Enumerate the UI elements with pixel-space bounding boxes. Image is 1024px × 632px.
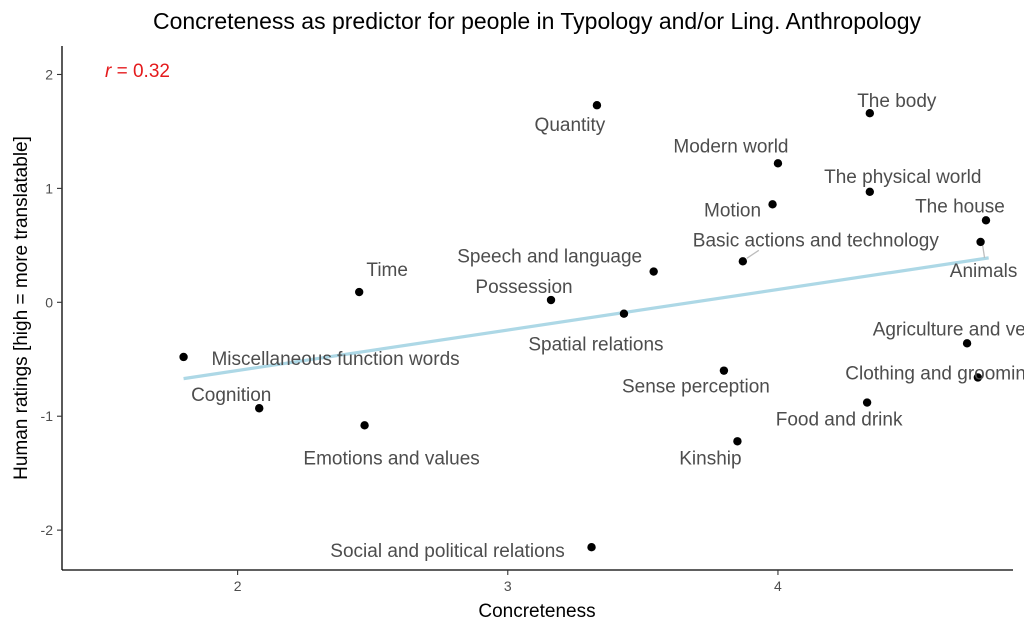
data-point-the-house bbox=[981, 216, 991, 225]
point-label-speech-and-language: Speech and language bbox=[457, 247, 642, 268]
point-label-sense-perception: Sense perception bbox=[622, 377, 770, 398]
point-label-basic-actions-and-technology: Basic actions and technology bbox=[693, 230, 940, 251]
chart-title: Concreteness as predictor for people in … bbox=[153, 8, 922, 34]
point-label-quantity: Quantity bbox=[535, 115, 606, 136]
point-label-spatial-relations: Spatial relations bbox=[528, 335, 663, 356]
y-tick-label: 1 bbox=[45, 180, 53, 196]
point-label-emotions-and-values: Emotions and values bbox=[303, 448, 479, 469]
point-label-possession: Possession bbox=[475, 277, 572, 298]
y-tick-label: 2 bbox=[45, 66, 53, 82]
data-point-emotions-and-values bbox=[360, 421, 369, 430]
data-point-possession bbox=[546, 295, 556, 305]
data-point-basic-actions-and-technology bbox=[738, 257, 748, 266]
data-point-social-and-political-relations bbox=[587, 543, 596, 552]
point-label-animals: Animals bbox=[950, 261, 1018, 282]
y-tick-label: -1 bbox=[41, 408, 54, 424]
data-point-the-body bbox=[865, 109, 875, 118]
data-point-cognition bbox=[255, 404, 264, 413]
data-point-clothing-and-grooming bbox=[973, 373, 983, 382]
correlation-annotation: r = 0.32 bbox=[105, 61, 170, 82]
y-tick-label: 0 bbox=[45, 294, 53, 310]
data-point-the-physical-world bbox=[865, 187, 875, 197]
data-point-modern-world bbox=[773, 159, 783, 168]
data-point-agriculture-and-vegetation bbox=[962, 339, 972, 348]
data-point-food-and-drink bbox=[862, 398, 872, 407]
x-tick-label: 2 bbox=[234, 578, 242, 594]
point-label-clothing-and-grooming: Clothing and grooming bbox=[845, 363, 1024, 384]
point-label-cognition: Cognition bbox=[191, 385, 271, 406]
data-point-quantity bbox=[592, 101, 602, 110]
data-point-animals bbox=[976, 237, 985, 247]
data-point-sense-perception bbox=[719, 366, 729, 375]
point-label-time: Time bbox=[366, 260, 408, 281]
x-tick-label: 3 bbox=[504, 578, 512, 594]
point-label-social-and-political-relations: Social and political relations bbox=[330, 541, 564, 562]
point-label-food-and-drink: Food and drink bbox=[776, 410, 903, 431]
point-label-the-body: The body bbox=[857, 91, 937, 112]
data-point-time bbox=[354, 287, 364, 297]
label-leader-line bbox=[746, 249, 760, 259]
label-leader-line bbox=[981, 244, 986, 259]
data-point-motion bbox=[768, 200, 777, 209]
r-symbol: r bbox=[105, 61, 112, 82]
y-tick-label: -2 bbox=[41, 522, 54, 538]
point-label-motion: Motion bbox=[704, 200, 761, 221]
point-label-kinship: Kinship bbox=[679, 448, 741, 469]
point-label-the-physical-world: The physical world bbox=[824, 167, 981, 188]
point-label-miscellaneous-function-words: Miscellaneous function words bbox=[211, 349, 459, 370]
r-value: = 0.32 bbox=[111, 61, 170, 82]
data-point-speech-and-language bbox=[649, 267, 658, 276]
data-point-miscellaneous-function-words bbox=[179, 352, 188, 362]
plot-area: Quantity The body Modern world The physical… bbox=[179, 91, 1024, 562]
data-point-kinship bbox=[733, 437, 742, 446]
y-axis-title: Human ratings [high = more translatable] bbox=[11, 136, 32, 480]
point-label-modern-world: Modern world bbox=[673, 136, 788, 157]
point-label-agriculture-and-vegetation: Agriculture and vegetation bbox=[873, 319, 1024, 340]
regression-line bbox=[183, 256, 989, 381]
x-axis-title: Concreteness bbox=[478, 601, 595, 622]
data-point-spatial-relations bbox=[619, 309, 629, 318]
x-tick-label: 4 bbox=[774, 578, 782, 594]
point-label-the-house: The house bbox=[915, 196, 1005, 217]
